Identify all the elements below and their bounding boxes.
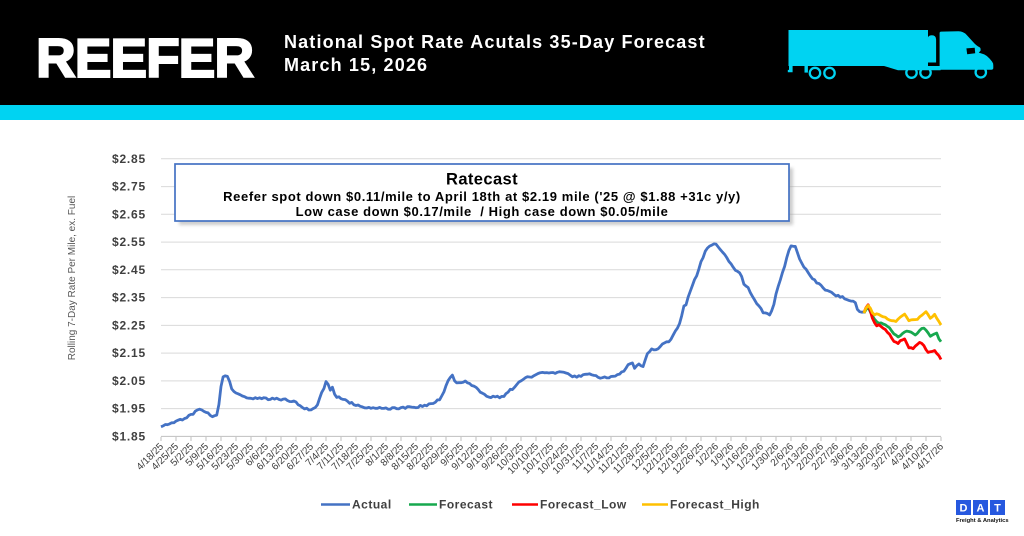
svg-text:$2.45: $2.45 xyxy=(112,263,146,277)
svg-text:$2.15: $2.15 xyxy=(112,346,146,360)
svg-text:$2.65: $2.65 xyxy=(112,207,146,221)
svg-text:Forecast_Low: Forecast_Low xyxy=(540,498,627,512)
svg-text:Rolling 7-Day Rate Per Mile, e: Rolling 7-Day Rate Per Mile, ex. Fuel xyxy=(67,196,78,361)
svg-text:Forecast: Forecast xyxy=(439,498,493,512)
svg-text:$1.85: $1.85 xyxy=(112,429,146,443)
svg-text:$2.05: $2.05 xyxy=(112,374,146,388)
svg-text:$2.85: $2.85 xyxy=(112,152,146,166)
svg-text:D: D xyxy=(960,503,968,515)
svg-text:Reefer spot down $0.11/mile to: Reefer spot down $0.11/mile to April 18t… xyxy=(223,189,741,204)
svg-text:$2.75: $2.75 xyxy=(112,180,146,194)
svg-text:$2.25: $2.25 xyxy=(112,318,146,332)
svg-text:Actual: Actual xyxy=(352,498,392,512)
svg-text:$2.35: $2.35 xyxy=(112,291,146,305)
svg-text:Ratecast: Ratecast xyxy=(446,171,518,189)
svg-text:Low case down $0.17/mile / Hi: Low case down $0.17/mile / High case dow… xyxy=(296,204,669,219)
svg-text:Freight & Analytics: Freight & Analytics xyxy=(956,518,1009,524)
svg-text:A: A xyxy=(977,503,985,515)
svg-text:T: T xyxy=(994,503,1001,515)
svg-text:$2.55: $2.55 xyxy=(112,235,146,249)
svg-text:Forecast_High: Forecast_High xyxy=(670,498,760,512)
svg-text:$1.95: $1.95 xyxy=(112,402,146,416)
